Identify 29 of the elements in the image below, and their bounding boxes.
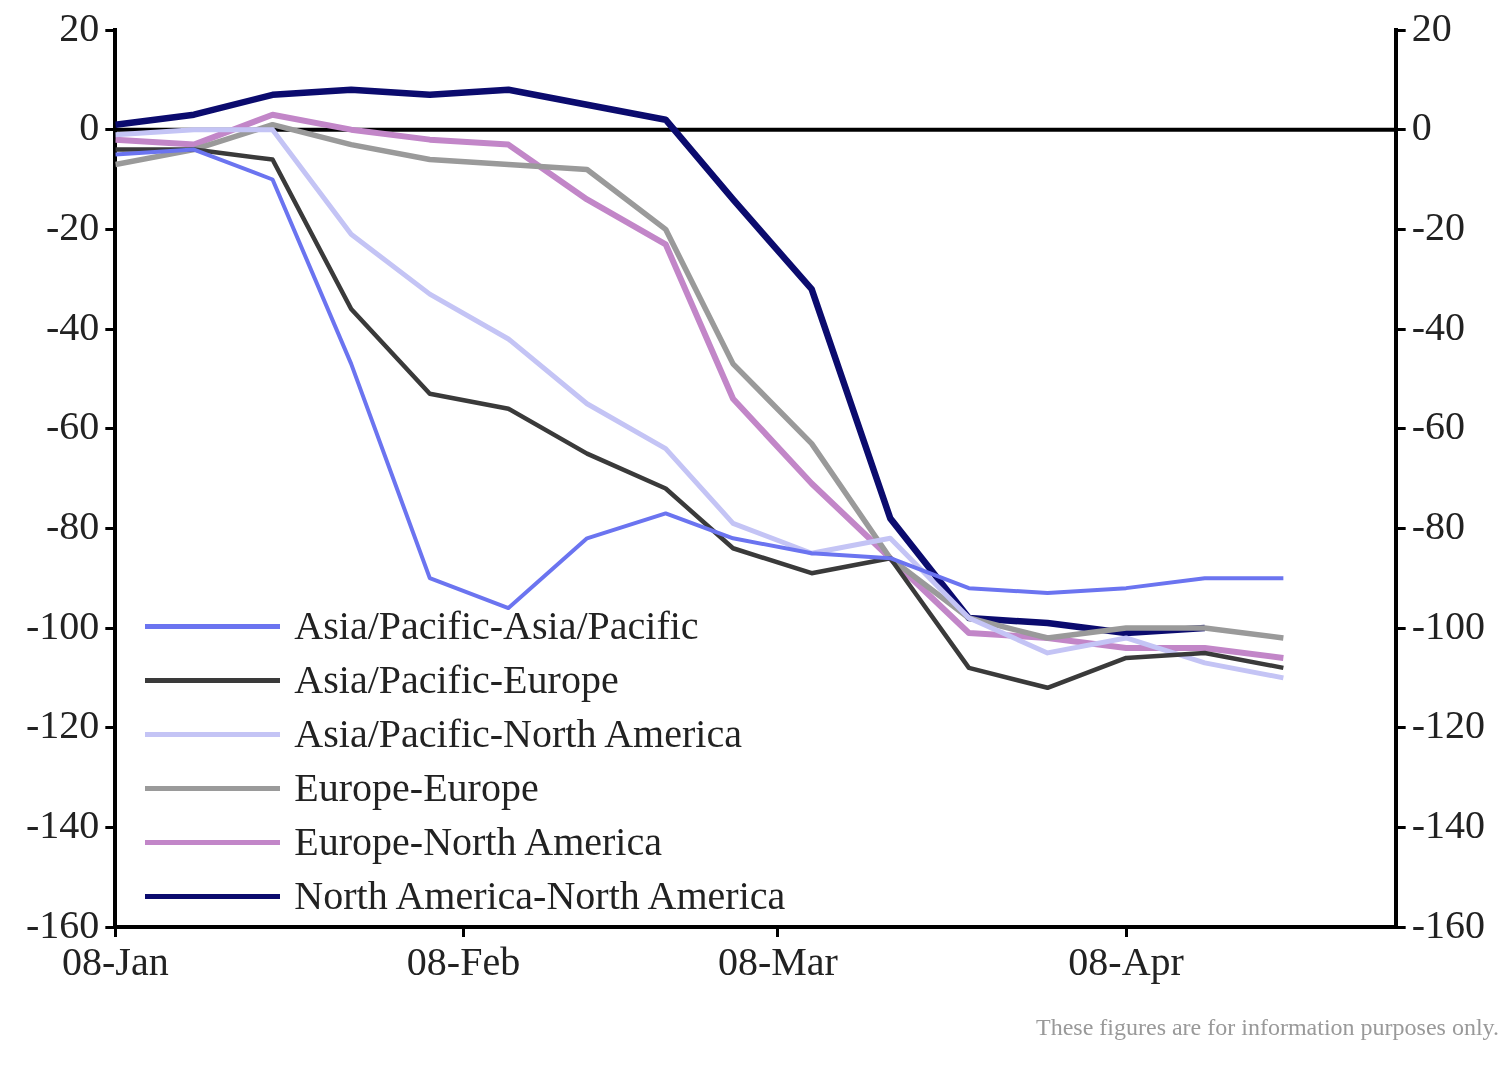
y2-tick-label: -40 <box>1411 303 1466 349</box>
y2-tick-label: -100 <box>1411 602 1486 648</box>
y-tick-label: 20 <box>59 4 100 50</box>
y-tick-label: -80 <box>45 502 100 548</box>
y2-tick-label: -60 <box>1411 403 1466 449</box>
y-tick-label: -60 <box>45 403 100 449</box>
y2-tick-label: -20 <box>1411 203 1466 249</box>
y-tick-label: 0 <box>79 104 100 150</box>
y-tick-label: -20 <box>45 203 100 249</box>
y-tick-label: -40 <box>45 303 100 349</box>
x-tick-label: 08-Apr <box>1068 938 1184 984</box>
y2-tick-label: 20 <box>1411 4 1452 50</box>
x-tick-label: 08-Feb <box>406 938 521 984</box>
legend-label: Europe-North America <box>294 818 662 866</box>
legend-label: North America-North America <box>294 872 786 920</box>
legend-label: Asia/Pacific-Europe <box>294 656 619 704</box>
y2-tick-label: -140 <box>1411 801 1486 847</box>
y2-tick-label: -120 <box>1411 702 1486 748</box>
y-tick-label: -120 <box>25 702 100 748</box>
legend-label: Asia/Pacific-North America <box>294 710 742 758</box>
y2-tick-label: -160 <box>1411 901 1486 947</box>
y2-tick-label: 0 <box>1411 104 1432 150</box>
text: These figures are for information purposes only. <box>1036 1014 1499 1041</box>
legend-label: Europe-Europe <box>294 764 539 812</box>
x-tick-label: 08-Mar <box>717 938 838 984</box>
y2-tick-label: -80 <box>1411 502 1466 548</box>
legend-label: Asia/Pacific-Asia/Pacific <box>294 602 699 650</box>
y-tick-label: -140 <box>25 801 100 847</box>
y-tick-label: -100 <box>25 602 100 648</box>
